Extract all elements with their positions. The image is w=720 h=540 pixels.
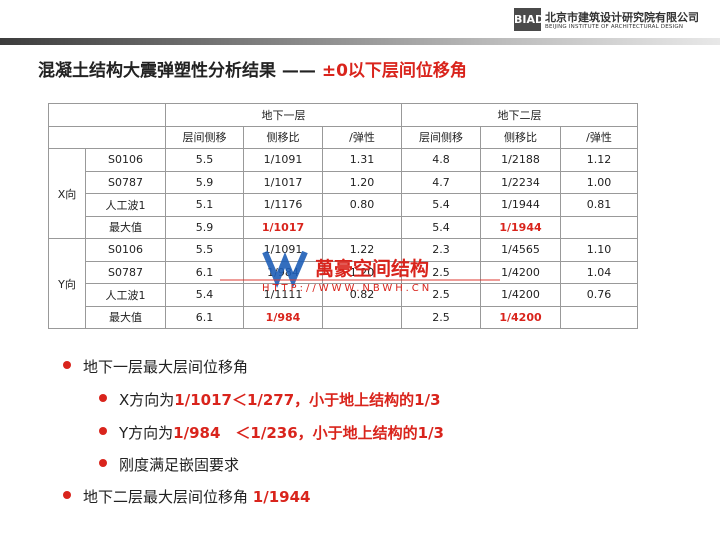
cell: 1/984 — [243, 305, 323, 329]
bullet-highlight: 1/1944 — [252, 488, 311, 506]
cell: 0.76 — [560, 283, 638, 307]
cell: 1/2234 — [480, 170, 561, 194]
title-text: 混凝土结构大震弹塑性分析结果 —— — [38, 61, 322, 81]
header-row: 地下一层 地下二层 — [48, 103, 638, 127]
group-label: X向 — [48, 148, 86, 239]
data-row: X向 S0106 5.5 1/1091 1.31 4.8 1/2188 1.12 — [48, 148, 638, 239]
bullet-text: 刚度满足嵌固要求 — [119, 456, 240, 474]
cell: 1.04 — [560, 260, 638, 284]
bullet-text: Y方向为 — [119, 424, 174, 442]
bullet-item: X方向为1/1017＜1/277，小于地上结构的1/3 — [119, 389, 441, 410]
cell: 2.5 — [401, 260, 481, 284]
cell: 1/1944 — [480, 193, 561, 217]
column-header: /弹性 — [560, 125, 638, 149]
cell: 1/1111 — [243, 283, 323, 307]
column-header: 层间侧移 — [165, 125, 244, 149]
cell: 5.4 — [401, 193, 481, 217]
bullet-dot — [99, 459, 107, 467]
group-header: 地下二层 — [401, 103, 638, 127]
cell: 1.10 — [560, 238, 638, 262]
bullet-text: 地下二层最大层间位移角 — [83, 488, 253, 506]
column-header: 层间侧移 — [401, 125, 481, 149]
data-row: 最大值 5.9 1/1017 5.4 1/1944 — [49, 215, 638, 239]
bullet-highlight: 1/1017＜1/277，小于地上结构的1/3 — [174, 391, 441, 409]
cell: 1/4200 — [480, 305, 561, 329]
cell: 0.82 — [322, 283, 402, 307]
header-bar — [0, 38, 720, 45]
cell — [560, 305, 638, 329]
cell — [322, 305, 402, 329]
watermark-logo — [262, 250, 308, 288]
cell — [322, 215, 402, 239]
bullet-highlight: 1/984 ＜1/236，小于地上结构的1/3 — [173, 424, 444, 442]
cell: 5.9 — [165, 170, 244, 194]
row-name: S0106 — [85, 148, 166, 172]
cell: 5.5 — [165, 238, 244, 262]
bullet-item: Y方向为1/984 ＜1/236，小于地上结构的1/3 — [119, 422, 444, 443]
group-header: 地下一层 — [165, 103, 402, 127]
cell: 2.5 — [401, 305, 481, 329]
bullet-dot — [63, 361, 71, 369]
watermark-graphic — [220, 250, 500, 288]
bullet-item: 地下二层最大层间位移角 1/1944 — [83, 486, 310, 507]
row-name: S0787 — [85, 260, 166, 284]
watermark-name: 萬豪空间结构 — [315, 258, 430, 280]
bullet-dot — [99, 394, 107, 402]
bullet-item: 地下一层最大层间位移角 — [83, 356, 248, 377]
cell: 5.9 — [165, 215, 244, 239]
data-row: 人工波1 5.4 1/1111 0.82 2.5 1/4200 0.76 — [49, 283, 638, 307]
org-name-en: BEIJING INSTITUTE OF ARCHITECTURAL DESIG… — [545, 24, 684, 30]
row-name: 最大值 — [85, 305, 166, 329]
title: 混凝土结构大震弹塑性分析结果 —— ±0以下层间位移角 — [38, 56, 467, 81]
column-header: 侧移比 — [480, 125, 561, 149]
data-row: 人工波1 5.1 1/1176 0.80 5.4 1/1944 0.81 — [49, 193, 638, 217]
cell: 5.4 — [401, 215, 481, 239]
row-name: 人工波1 — [85, 193, 166, 217]
corner-cell — [48, 125, 166, 149]
logo: BIAD — [514, 8, 544, 31]
data-row: 最大值 6.1 1/984 2.5 1/4200 — [49, 305, 638, 329]
cell: 0.81 — [560, 193, 638, 217]
row-name: S0106 — [85, 238, 166, 262]
title-highlight: ±0以下层间位移角 — [321, 61, 467, 81]
cell — [560, 215, 638, 239]
cell: 4.7 — [401, 170, 481, 194]
cell: 4.8 — [401, 148, 481, 172]
bullet-dot — [63, 491, 71, 499]
data-row: S0787 5.9 1/1017 1.20 4.7 1/2234 1.00 — [49, 170, 638, 194]
row-name: 最大值 — [85, 215, 166, 239]
cell: 1.12 — [560, 148, 638, 172]
bullet-text: X方向为 — [119, 391, 175, 409]
cell: 1.20 — [322, 170, 402, 194]
cell: 1/1944 — [480, 215, 561, 239]
data-row: S0787 6.1 1/984 1.20 2.5 1/4200 1.04 — [49, 260, 638, 284]
cell: 5.5 — [165, 148, 244, 172]
cell: 1/1091 — [243, 148, 323, 172]
cell: 1/1017 — [243, 215, 323, 239]
cell: 1/1017 — [243, 170, 323, 194]
cell: 5.1 — [165, 193, 244, 217]
bullet-item: 刚度满足嵌固要求 — [119, 454, 239, 475]
row-name: 人工波1 — [85, 283, 166, 307]
corner-cell — [48, 103, 166, 127]
column-header: 侧移比 — [243, 125, 323, 149]
cell: 6.1 — [165, 305, 244, 329]
bullet-dot — [99, 427, 107, 435]
watermark-url: HTTP://WWW.NBWH.CN — [262, 283, 433, 294]
cell: 1/2188 — [480, 148, 561, 172]
group-label: Y向 — [48, 238, 86, 329]
cell: 1/4200 — [480, 260, 561, 284]
cell: 1/1176 — [243, 193, 323, 217]
cell: 1.00 — [560, 170, 638, 194]
org-name: 北京市建筑设计研究院有限公司 — [545, 11, 699, 24]
cell: 1.31 — [322, 148, 402, 172]
cell: 0.80 — [322, 193, 402, 217]
header-row: 层间侧移 侧移比/弹性 层间侧移 侧移比/弹性 — [48, 125, 638, 149]
results-table: 地下一层 地下二层 层间侧移 侧移比/弹性 层间侧移 侧移比/弹性 X向 S0106 5.5 1/… — [48, 103, 638, 329]
row-name: S0787 — [85, 170, 166, 194]
column-header: /弹性 — [322, 125, 402, 149]
bullet-text: 地下一层最大层间位移角 — [83, 358, 249, 376]
